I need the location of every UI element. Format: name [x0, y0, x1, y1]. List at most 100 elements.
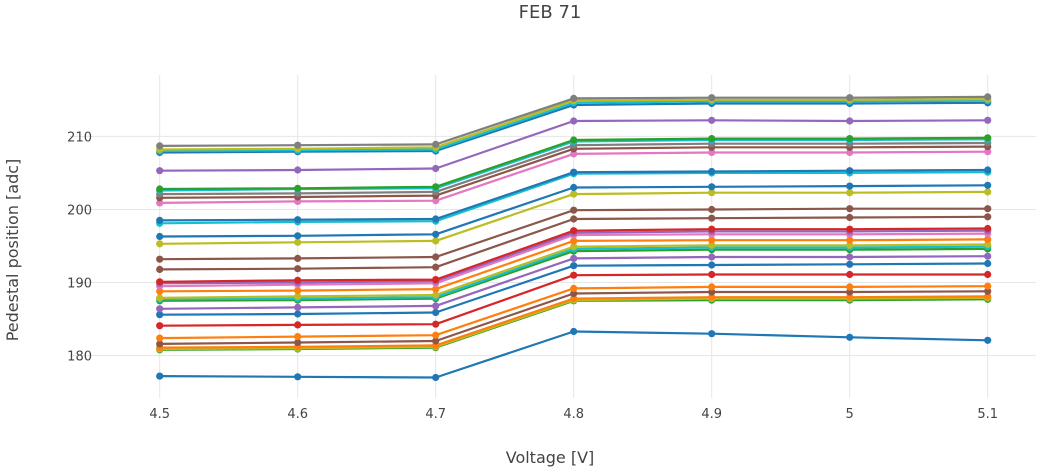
data-point: [708, 167, 716, 176]
data-point: [984, 116, 992, 124]
data-point: [708, 205, 716, 214]
data-point: [432, 276, 440, 284]
x-tick-label: 4.5: [149, 407, 170, 422]
data-point: [570, 206, 578, 214]
data-point: [294, 232, 302, 240]
data-point: [432, 164, 440, 173]
data-point: [294, 338, 302, 347]
data-point: [846, 253, 854, 261]
data-point: [156, 240, 164, 248]
data-point: [846, 236, 854, 244]
data-point: [846, 167, 854, 175]
data-point: [570, 271, 578, 279]
data-point: [156, 185, 164, 193]
data-point: [294, 321, 302, 329]
series-23: [156, 252, 992, 313]
data-point: [570, 215, 578, 223]
data-point: [432, 140, 440, 148]
data-point: [570, 190, 578, 198]
data-point: [294, 216, 302, 224]
data-point: [432, 320, 440, 328]
data-point: [846, 205, 854, 213]
series-12: [156, 181, 992, 241]
series-26: [156, 282, 992, 342]
data-point: [846, 270, 854, 279]
data-point: [846, 94, 854, 102]
data-point: [294, 265, 302, 273]
data-point: [294, 238, 302, 246]
data-point: [294, 292, 302, 300]
data-point: [432, 183, 440, 191]
series-5: [156, 134, 992, 193]
data-point: [294, 276, 302, 284]
data-point: [156, 311, 164, 319]
data-point: [570, 168, 578, 176]
data-point: [294, 303, 302, 311]
data-point: [432, 291, 440, 299]
data-point: [294, 141, 302, 149]
x-axis-ticks: 4.5 4.6 4.7 4.8 4.9 5 5.1: [149, 407, 998, 422]
data-point: [984, 134, 992, 142]
y-axis-title: Pedestal position [adc]: [3, 159, 22, 342]
data-point: [984, 205, 992, 213]
data-point: [846, 213, 854, 222]
data-point: [156, 278, 164, 286]
series-13: [156, 188, 992, 248]
data-point: [708, 293, 716, 301]
data-point: [708, 116, 716, 124]
data-point: [708, 283, 716, 291]
data-point: [432, 285, 440, 293]
data-point: [846, 135, 854, 143]
data-point: [156, 334, 164, 342]
series-31: [156, 327, 992, 382]
data-point: [570, 183, 578, 192]
data-point: [846, 241, 854, 249]
data-point: [984, 181, 992, 189]
data-point: [156, 287, 164, 295]
data-point: [708, 183, 716, 191]
data-point: [156, 294, 164, 302]
data-point: [156, 265, 164, 273]
x-axis-title: Voltage [V]: [506, 448, 595, 467]
data-point: [708, 189, 716, 197]
series-15: [156, 213, 992, 273]
data-point: [156, 216, 164, 224]
data-point: [846, 117, 854, 125]
data-point: [708, 236, 716, 244]
data-point: [984, 259, 992, 268]
x-tick-label: 5: [846, 407, 854, 422]
x-tick-label: 4.6: [287, 407, 308, 422]
data-point: [432, 331, 440, 339]
data-point: [708, 330, 716, 338]
data-point: [846, 182, 854, 190]
data-point: [570, 243, 578, 251]
series-16: [156, 224, 992, 286]
chart-title: FEB 71: [519, 2, 582, 23]
y-axis-ticks: 180 190 200 210: [67, 130, 92, 364]
y-tick-label: 210: [67, 130, 92, 145]
data-point: [708, 94, 716, 102]
series-24: [156, 259, 992, 319]
data-point: [156, 305, 164, 313]
data-point: [570, 284, 578, 292]
data-point: [294, 287, 302, 295]
data-point: [432, 237, 440, 245]
data-point: [570, 94, 578, 102]
series-4: [156, 116, 992, 175]
data-point: [156, 255, 164, 263]
data-point: [432, 302, 440, 310]
data-point: [294, 373, 302, 381]
data-point: [984, 213, 992, 221]
plot-series: [156, 93, 992, 382]
series-25: [156, 270, 992, 330]
series-20: [156, 240, 992, 302]
y-tick-label: 180: [67, 350, 92, 365]
data-point: [984, 292, 992, 300]
data-point: [984, 93, 992, 101]
data-point: [846, 283, 854, 291]
data-point: [846, 260, 854, 268]
data-point: [156, 340, 164, 348]
data-point: [708, 253, 716, 261]
data-point: [984, 252, 992, 260]
data-point: [846, 189, 854, 197]
